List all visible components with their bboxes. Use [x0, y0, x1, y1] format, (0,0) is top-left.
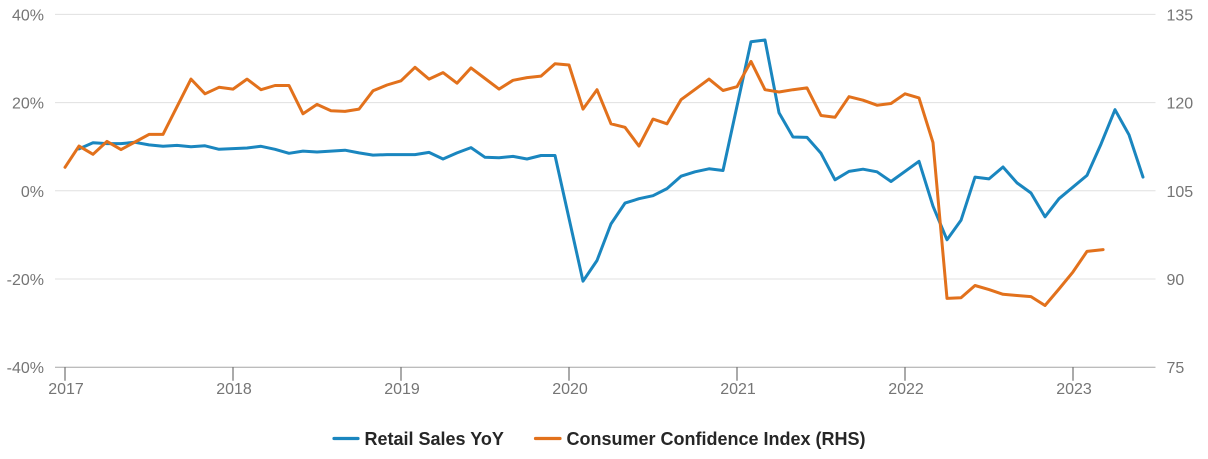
svg-text:105: 105 — [1167, 184, 1194, 201]
svg-text:2023: 2023 — [1056, 381, 1092, 398]
svg-text:0%: 0% — [21, 184, 44, 201]
svg-text:2021: 2021 — [720, 381, 756, 398]
svg-text:Retail Sales YoY: Retail Sales YoY — [365, 429, 504, 449]
svg-text:Consumer Confidence Index (RHS: Consumer Confidence Index (RHS) — [567, 429, 866, 449]
svg-text:2018: 2018 — [216, 381, 252, 398]
svg-text:120: 120 — [1167, 96, 1194, 113]
svg-text:2022: 2022 — [888, 381, 924, 398]
svg-text:40%: 40% — [12, 7, 44, 24]
svg-text:90: 90 — [1167, 272, 1185, 289]
svg-text:-20%: -20% — [7, 272, 44, 289]
svg-text:135: 135 — [1167, 7, 1194, 24]
svg-text:-40%: -40% — [7, 360, 44, 377]
svg-text:2019: 2019 — [384, 381, 420, 398]
svg-text:2017: 2017 — [48, 381, 84, 398]
svg-text:75: 75 — [1167, 360, 1185, 377]
svg-text:2020: 2020 — [552, 381, 588, 398]
svg-text:20%: 20% — [12, 96, 44, 113]
